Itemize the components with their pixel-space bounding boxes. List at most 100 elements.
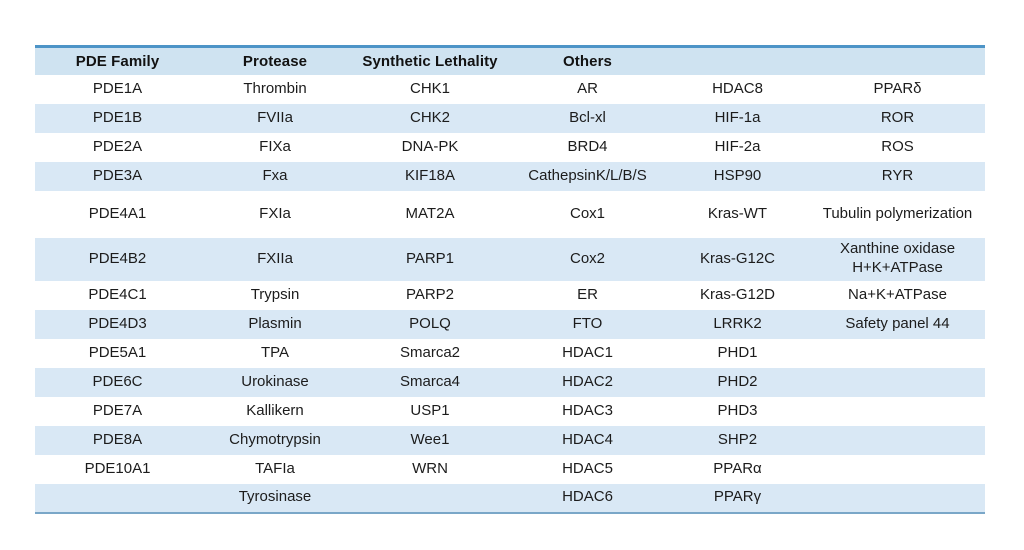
table-cell: HDAC2 bbox=[562, 372, 613, 390]
table-row: PDE1A Thrombin CHK1 AR HDAC8 PPARδ bbox=[35, 74, 985, 104]
table-cell: Urokinase bbox=[241, 372, 309, 390]
table-row: PDE2A FIXa DNA-PK BRD4 HIF-2a ROS bbox=[35, 132, 985, 162]
table-cell bbox=[810, 484, 985, 513]
table-row: PDE1B FVIIa CHK2 Bcl-xl HIF-1a ROR bbox=[35, 103, 985, 133]
table-cell: PHD3 bbox=[717, 401, 758, 419]
table-header: PDE Family Protease Synthetic Lethality … bbox=[35, 46, 985, 75]
table-cell: PPARγ bbox=[713, 488, 762, 506]
table-cell: HDAC5 bbox=[562, 459, 613, 477]
table-cell: MAT2A bbox=[405, 204, 455, 222]
table-row: PDE4B2 FXIIa PARP1 Cox2 Kras-G12C Xanthine ox… bbox=[35, 237, 985, 281]
table-cell: PPARα bbox=[713, 459, 762, 477]
table-cell: BRD4 bbox=[567, 137, 608, 155]
table-cell: Kallikern bbox=[246, 401, 304, 419]
table-cell: Kras-WT bbox=[707, 204, 768, 222]
table-cell: Na+K+ATPase bbox=[848, 285, 947, 303]
table-cell: TPA bbox=[260, 343, 290, 361]
table-row: PDE6C Urokinase Smarca4 HDAC2 PHD2 bbox=[35, 367, 985, 397]
table-cell: FTO bbox=[572, 314, 603, 332]
table-row: PDE7A Kallikern USP1 HDAC3 PHD3 bbox=[35, 396, 985, 426]
table-row: PDE4D3 Plasmin POLQ FTO LRRK2 Safety panel 44 bbox=[35, 309, 985, 339]
table-row: PDE4C1 Trypsin PARP2 ER Kras-G12D Na+K+ATPase bbox=[35, 280, 985, 310]
column-header-others: Others bbox=[563, 52, 612, 70]
table-cell: ROR bbox=[880, 108, 915, 126]
table-cell: HDAC8 bbox=[712, 79, 763, 97]
column-header-empty bbox=[665, 47, 810, 75]
table-cell: ROS bbox=[881, 137, 914, 155]
table-cell: CathepsinK/L/B/S bbox=[528, 166, 647, 184]
table-cell: HIF-2a bbox=[714, 137, 761, 155]
table-cell: HIF-1a bbox=[714, 108, 761, 126]
table-cell bbox=[35, 484, 200, 513]
table-cell: PDE1A bbox=[92, 79, 143, 97]
target-table-container: PDE Family Protease Synthetic Lethality … bbox=[35, 45, 985, 514]
table-cell: USP1 bbox=[410, 401, 450, 419]
table-cell: HDAC3 bbox=[562, 401, 613, 419]
table-cell: PARP2 bbox=[405, 285, 455, 303]
table-cell: RYR bbox=[881, 166, 914, 184]
table-row: PDE3A Fxa KIF18A CathepsinK/L/B/S HSP90 RYR bbox=[35, 161, 985, 191]
table-cell: Wee1 bbox=[410, 430, 450, 448]
table-cell: PDE2A bbox=[92, 137, 143, 155]
table-cell: LRRK2 bbox=[713, 314, 762, 332]
table-cell: HDAC6 bbox=[562, 488, 613, 506]
table-cell: AR bbox=[577, 79, 598, 97]
table-cell: Smarca2 bbox=[399, 343, 461, 361]
table-cell: HDAC4 bbox=[562, 430, 613, 448]
table-cell: ER bbox=[577, 285, 598, 303]
table-cell: PARP1 bbox=[405, 249, 455, 267]
column-header-protease: Protease bbox=[242, 52, 308, 70]
table-cell: Tubulin polymerization bbox=[822, 204, 973, 222]
table-cell: Cox2 bbox=[569, 249, 606, 267]
table-cell: FIXa bbox=[259, 137, 291, 155]
table-cell: POLQ bbox=[409, 314, 451, 332]
table-cell: FVIIa bbox=[257, 108, 293, 126]
table-cell: Kras-G12C bbox=[699, 249, 776, 267]
table-cell: PDE10A1 bbox=[84, 459, 151, 477]
table-cell: WRN bbox=[412, 459, 448, 477]
table-cell: PDE4A1 bbox=[88, 204, 147, 222]
table-cell: PDE7A bbox=[92, 401, 143, 419]
column-header-synthetic-lethality: Synthetic Lethality bbox=[362, 52, 498, 70]
table-cell: PDE3A bbox=[92, 166, 143, 184]
table-cell: HSP90 bbox=[713, 166, 762, 184]
table-body: PDE1A Thrombin CHK1 AR HDAC8 PPARδ PDE1B FVIIa C… bbox=[35, 74, 985, 513]
table-cell bbox=[350, 484, 510, 513]
table-cell: PHD2 bbox=[717, 372, 758, 390]
table-row: Tyrosinase HDAC6 PPARγ bbox=[35, 483, 985, 513]
table-cell: Tyrosinase bbox=[238, 488, 312, 506]
table-cell: Kras-G12D bbox=[699, 285, 776, 303]
table-cell: FXIIa bbox=[257, 249, 293, 267]
table-cell: PHD1 bbox=[717, 343, 758, 361]
table-cell: Bcl-xl bbox=[569, 108, 606, 126]
table-cell: Chymotrypsin bbox=[229, 430, 321, 448]
table-cell: SHP2 bbox=[717, 430, 758, 448]
table-cell: CHK2 bbox=[409, 108, 450, 126]
table-cell: PPARδ bbox=[873, 79, 922, 97]
table-cell: Cox1 bbox=[569, 204, 606, 222]
table-cell: Safety panel 44 bbox=[845, 314, 950, 332]
table-cell: TAFIa bbox=[255, 459, 295, 477]
table-cell: PDE4D3 bbox=[88, 314, 147, 332]
table-cell bbox=[810, 368, 985, 397]
table-cell bbox=[810, 397, 985, 426]
table-cell: Smarca4 bbox=[399, 372, 461, 390]
table-cell: PDE8A bbox=[92, 430, 143, 448]
table-cell: PDE4B2 bbox=[88, 249, 147, 267]
table-cell: Plasmin bbox=[248, 314, 302, 332]
table-row: PDE10A1 TAFIa WRN HDAC5 PPARα bbox=[35, 454, 985, 484]
table-row: PDE4A1 FXIa MAT2A Cox1 Kras-WT Tubulin polyme… bbox=[35, 190, 985, 238]
table-cell: PDE5A1 bbox=[88, 343, 147, 361]
table-cell bbox=[810, 455, 985, 484]
table-row: PDE8A Chymotrypsin Wee1 HDAC4 SHP2 bbox=[35, 425, 985, 455]
table-cell bbox=[810, 426, 985, 455]
column-header-empty bbox=[810, 47, 985, 75]
table-cell bbox=[810, 339, 985, 368]
table-cell: Thrombin bbox=[243, 79, 307, 97]
table-cell: DNA-PK bbox=[401, 137, 459, 155]
table-cell: FXIa bbox=[259, 204, 291, 222]
table-cell: Xanthine oxidase H+K+ATPase bbox=[839, 240, 956, 276]
target-category-table: PDE Family Protease Synthetic Lethality … bbox=[35, 45, 985, 514]
header-row: PDE Family Protease Synthetic Lethality … bbox=[35, 46, 985, 75]
table-cell: Fxa bbox=[262, 166, 288, 184]
